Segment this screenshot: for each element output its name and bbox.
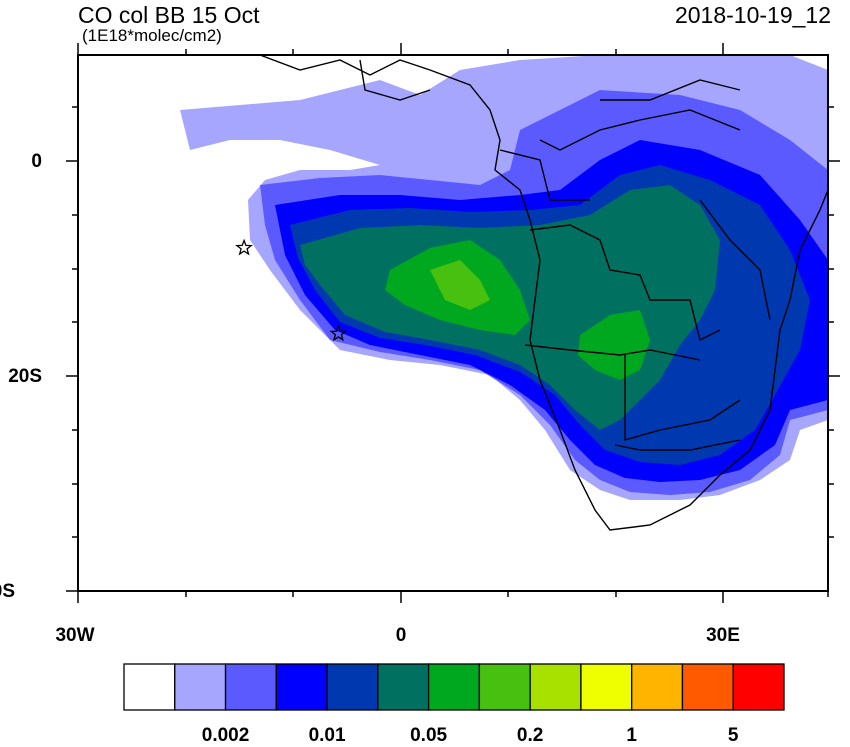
border-line bbox=[529, 224, 721, 342]
co-plume-field bbox=[78, 55, 828, 591]
colorbar-swatch bbox=[529, 663, 582, 711]
colorbar-label: 0.002 bbox=[201, 725, 250, 746]
lat-label-40s: 40S bbox=[0, 581, 15, 602]
africa-coast bbox=[259, 55, 828, 531]
plume-level-6b bbox=[578, 310, 650, 380]
lat-label-0: 0 bbox=[31, 151, 42, 172]
lat-label-20s: 20S bbox=[8, 366, 42, 387]
border-line bbox=[539, 109, 741, 151]
colorbar-swatch bbox=[326, 663, 379, 711]
colorbar-swatch bbox=[631, 663, 684, 711]
lon-label-30e: 30E bbox=[706, 625, 740, 646]
border-line bbox=[614, 439, 741, 451]
lon-label-0: 0 bbox=[395, 625, 407, 646]
colorbar-swatch bbox=[580, 663, 633, 711]
colorbar-label: 0.01 bbox=[308, 725, 346, 746]
star-marker bbox=[329, 324, 348, 342]
colorbar-swatch bbox=[275, 663, 328, 711]
colorbar-swatch bbox=[427, 663, 481, 711]
colorbar-label: 1 bbox=[626, 725, 637, 746]
colorbar-swatch bbox=[478, 663, 531, 711]
border-line bbox=[624, 355, 741, 441]
colorbar-swatch bbox=[224, 663, 277, 711]
timestamp: 2018-10-19_12 bbox=[674, 2, 831, 28]
border-line bbox=[359, 59, 431, 101]
coastlines bbox=[259, 55, 828, 531]
colorbar-swatch bbox=[681, 663, 734, 711]
colorbar-swatch bbox=[174, 663, 227, 711]
border-line bbox=[699, 199, 771, 321]
axis-ticks bbox=[66, 43, 840, 603]
units-label: (1E18*molec/cm2) bbox=[82, 26, 222, 45]
lon-label-30w: 30W bbox=[55, 625, 95, 646]
colorbar-swatch bbox=[377, 663, 430, 711]
colorbar-label: 0.05 bbox=[410, 725, 448, 746]
plume-level-7 bbox=[430, 260, 490, 310]
star-marker bbox=[235, 238, 253, 256]
colorbar-swatch bbox=[732, 663, 785, 711]
colorbar bbox=[123, 663, 785, 711]
colorbar-label: 5 bbox=[727, 725, 739, 746]
border-line bbox=[600, 79, 741, 101]
border-line bbox=[499, 149, 590, 201]
border-line bbox=[524, 344, 701, 361]
map-title: CO col BB 15 Oct bbox=[78, 2, 260, 28]
plot-frame bbox=[77, 54, 829, 592]
colorbar-label: 0.2 bbox=[516, 725, 544, 746]
colorbar-swatch bbox=[123, 663, 176, 711]
